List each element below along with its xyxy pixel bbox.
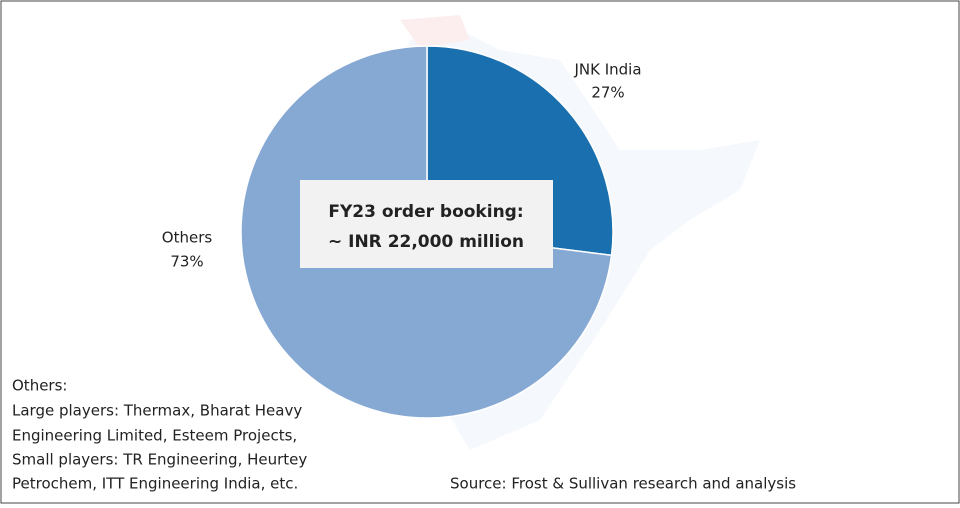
note: Engineering Limited, Esteem Projects, [12,427,297,445]
note: Large players: Thermax, Bharat Heavy [12,402,302,420]
note: Small players: TR Engineering, Heurtey [12,451,307,469]
note: Others: [12,377,67,395]
note: Petrochem, ITT Engineering India, etc. [12,475,298,493]
annotation-box [300,180,553,268]
annotation: ~ INR 22,000 million [328,232,524,252]
slice-label: JNK India [573,61,641,79]
slice-value: 27% [591,84,624,102]
source: Source: Frost & Sullivan research and an… [450,475,796,493]
slice-label: Others [162,229,213,247]
annotation: FY23 order booking: [328,202,523,222]
slice-value: 73% [170,253,203,271]
